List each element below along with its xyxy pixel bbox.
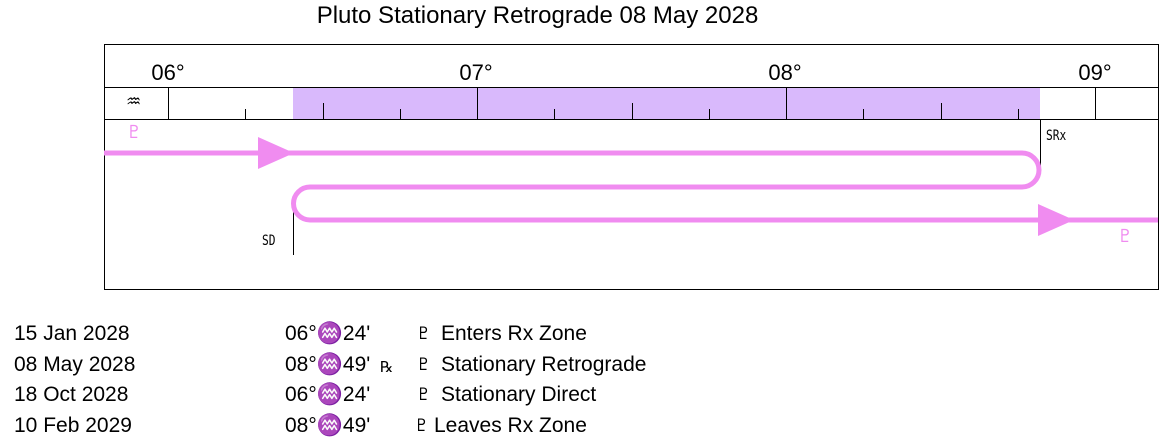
event-label: Enters Rx Zone xyxy=(441,322,587,345)
pluto-icon: ♇ xyxy=(414,416,430,436)
event-date: 15 Jan 2028 xyxy=(14,322,130,345)
diagram-frame xyxy=(104,44,1159,290)
degree-label-09: 09° xyxy=(1078,60,1112,85)
event-date: 10 Feb 2029 xyxy=(14,414,132,437)
event-date: 08 May 2028 xyxy=(14,353,136,376)
event-label: Leaves Rx Zone xyxy=(434,414,587,437)
ruler-ticks xyxy=(168,87,1096,119)
rx-zone-band xyxy=(293,87,1040,119)
arrowhead-after xyxy=(1038,204,1074,236)
pluto-motion-path xyxy=(104,150,1158,223)
event-position: 06°♒24' xyxy=(285,383,371,406)
event-label: Stationary Retrograde xyxy=(441,353,647,376)
degree-label-07: 07° xyxy=(459,60,493,85)
event-date: 18 Oct 2028 xyxy=(14,383,129,406)
pluto-end-icon: ♇ xyxy=(1117,226,1134,247)
degree-label-06: 06° xyxy=(151,60,185,85)
event-label: Stationary Direct xyxy=(441,383,597,406)
event-position: 06°♒24' xyxy=(285,322,371,345)
pluto-icon: ♇ xyxy=(416,385,432,405)
event-position: 08°♒49' xyxy=(285,353,371,376)
pluto-icon: ♇ xyxy=(416,324,432,344)
retrograde-icon: ℞ xyxy=(380,358,394,376)
pluto-start-icon: ♇ xyxy=(126,122,143,143)
chart-title: Pluto Stationary Retrograde 08 May 2028 xyxy=(316,2,759,29)
pluto-icon: ♇ xyxy=(416,355,432,375)
aquarius-icon: ♒ xyxy=(126,92,142,112)
arrowhead-direct xyxy=(258,137,294,169)
sd-label: SD xyxy=(262,233,276,249)
degree-label-08: 08° xyxy=(768,60,802,85)
event-position: 08°♒49' xyxy=(285,414,371,437)
srx-label: SRx xyxy=(1046,128,1067,144)
